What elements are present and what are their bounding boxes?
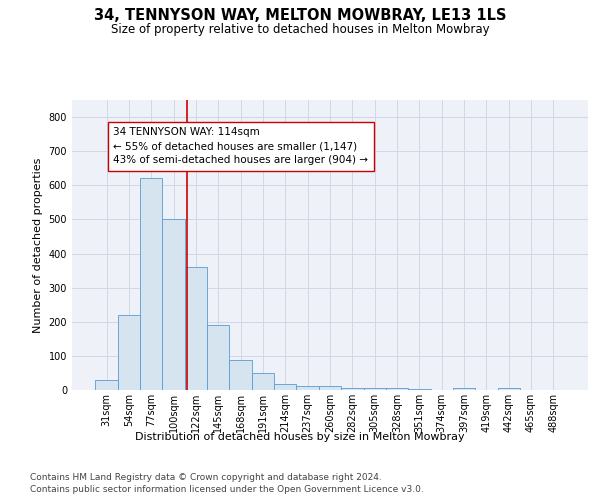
Bar (118, 315, 140, 390)
Text: 34 TENNYSON WAY: 114sqm
← 55% of detached houses are smaller (1,147)
43% of semi: 34 TENNYSON WAY: 114sqm ← 55% of detache… (113, 128, 368, 166)
Text: 34, TENNYSON WAY, MELTON MOWBRAY, LE13 1LS: 34, TENNYSON WAY, MELTON MOWBRAY, LE13 1… (94, 8, 506, 22)
Bar (453, 388, 475, 390)
Bar (408, 389, 431, 390)
Text: Contains HM Land Registry data © Crown copyright and database right 2024.: Contains HM Land Registry data © Crown c… (30, 472, 382, 482)
Bar (274, 384, 296, 390)
Bar (140, 178, 163, 390)
Text: Size of property relative to detached houses in Melton Mowbray: Size of property relative to detached ho… (110, 22, 490, 36)
Bar (229, 360, 252, 390)
Bar (364, 388, 386, 390)
Bar (319, 386, 341, 390)
Bar (341, 388, 364, 390)
Bar (386, 388, 408, 390)
Text: Contains public sector information licensed under the Open Government Licence v3: Contains public sector information licen… (30, 485, 424, 494)
Bar (163, 220, 185, 390)
Bar (497, 388, 520, 390)
Bar (296, 386, 319, 390)
Y-axis label: Number of detached properties: Number of detached properties (33, 158, 43, 332)
Bar (95, 380, 118, 390)
Bar (185, 267, 207, 390)
Bar (252, 373, 274, 390)
Text: Distribution of detached houses by size in Melton Mowbray: Distribution of detached houses by size … (135, 432, 465, 442)
Bar (207, 325, 229, 390)
